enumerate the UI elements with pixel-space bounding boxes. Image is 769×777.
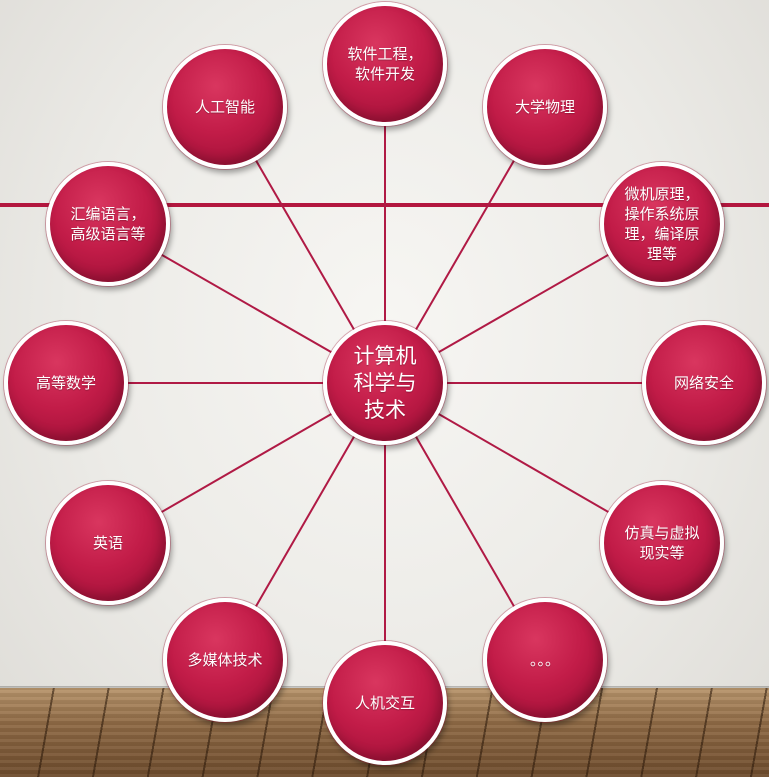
node-microcomputer-os-compiler: 微机原理， 操作系统原 理，编译原 理等 [600,162,724,286]
node-programming-languages: 汇编语言， 高级语言等 [46,162,170,286]
node-label: 软件工程， 软件开发 [347,45,423,83]
node-simulation-vr: 仿真与虚拟 现实等 [600,481,724,605]
node-center: 计算机 科学与 技术 [323,321,447,445]
node-software-engineering: 软件工程， 软件开发 [323,2,447,126]
node-label: 人机交互 [354,694,415,712]
node-advanced-math: 高等数学 [4,321,128,445]
node-label: 汇编语言， 高级语言等 [70,205,146,243]
node-label: 仿真与虚拟 现实等 [624,524,700,562]
node-center-label: 计算机 科学与 技术 [353,343,417,422]
node-label: 高等数学 [35,374,96,392]
node-label: 微机原理， 操作系统原 理，编译原 理等 [624,185,700,263]
node-hci: 人机交互 [323,641,447,765]
node-college-physics: 大学物理 [483,45,607,169]
node-label: 。。。 [529,651,560,669]
node-label: 多媒体技术 [187,651,263,669]
node-label: 人工智能 [194,98,255,116]
node-ellipsis: 。。。 [483,598,607,722]
node-english: 英语 [46,481,170,605]
node-multimedia: 多媒体技术 [163,598,287,722]
node-label: 大学物理 [514,98,575,116]
node-label: 英语 [92,534,123,552]
node-label: 网络安全 [673,374,734,392]
node-ai: 人工智能 [163,45,287,169]
node-network-security: 网络安全 [642,321,766,445]
